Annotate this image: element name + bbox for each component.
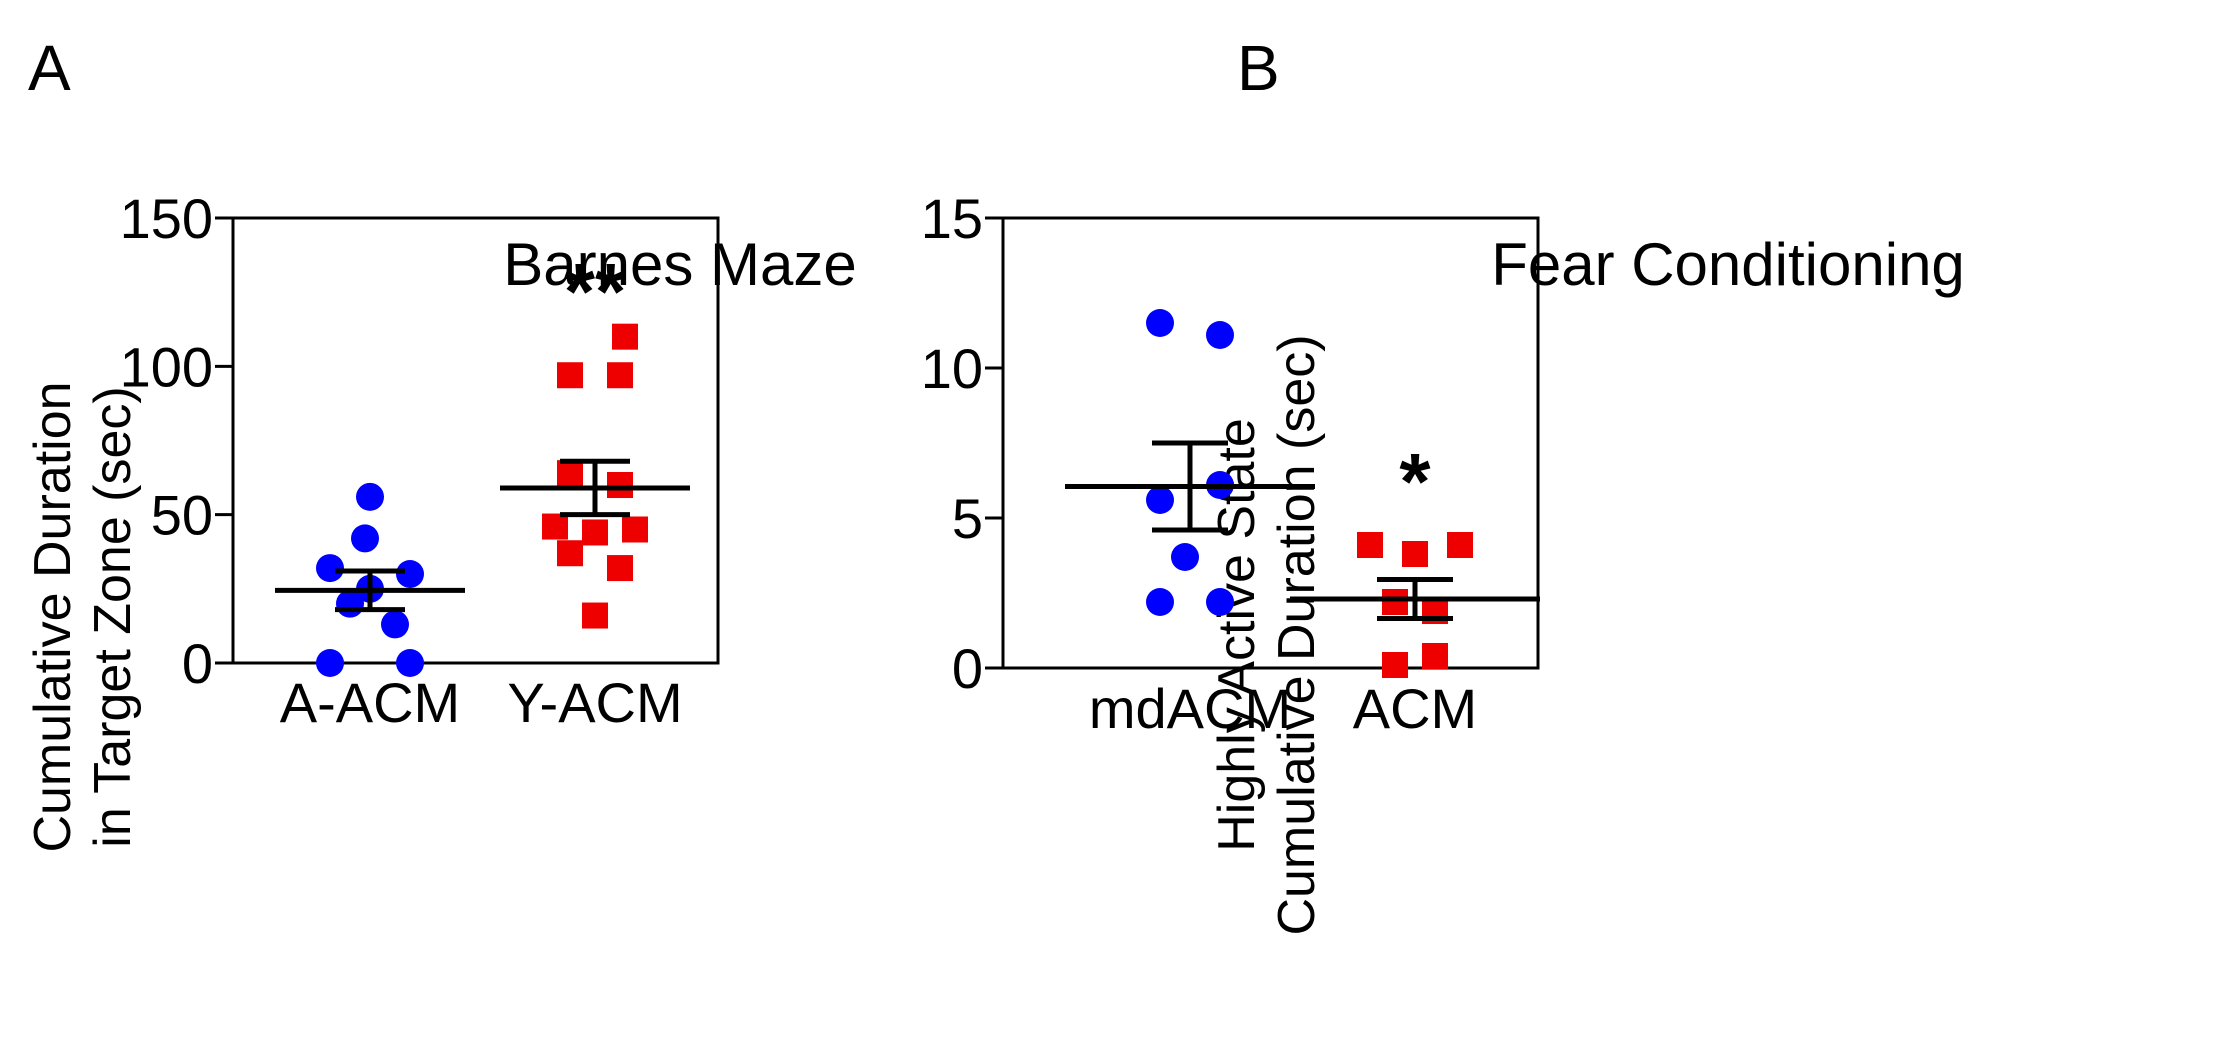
x-tick-label: mdACM [1089, 677, 1291, 740]
chart-fear-conditioning: Fear Conditioning Highly Active State Cu… [921, 187, 1965, 936]
chart-barnes-maze: Barnes Maze Cumulative Duration in Targe… [24, 187, 857, 853]
data-point-a-acm [336, 589, 364, 618]
data-point-a-acm [396, 649, 424, 677]
data-point-y-acm [542, 513, 568, 540]
y-tick-label: 100 [120, 335, 213, 398]
data-point-mdacm [1146, 486, 1174, 514]
data-point-a-acm [381, 610, 409, 639]
data-point-mdacm [1206, 588, 1234, 616]
data-point-y-acm [582, 602, 608, 629]
y-tick-label: 50 [151, 484, 213, 547]
panel-letter-b: B [1237, 32, 1280, 104]
panel-letter-a: A [28, 32, 71, 104]
data-point-a-acm [351, 524, 379, 553]
data-point-y-acm [607, 362, 633, 389]
x-tick-label: ACM [1353, 677, 1477, 740]
y-tick-label: 150 [120, 187, 213, 250]
chart-title: Barnes Maze [503, 231, 857, 298]
x-tick-label: Y-ACM [507, 671, 682, 734]
data-point-acm [1422, 643, 1448, 669]
y-axis-label-line-2: in Target Zone (sec) [84, 386, 142, 847]
data-point-a-acm [316, 554, 344, 583]
data-point-y-acm [557, 540, 583, 567]
y-axis-label-line-1: Cumulative Duration [24, 381, 82, 852]
x-tick-label: A-ACM [280, 671, 460, 734]
data-point-y-acm [612, 323, 638, 350]
significance-marker: ** [564, 247, 627, 336]
plot-frame [1001, 216, 1540, 670]
data-point-mdacm [1146, 588, 1174, 616]
data-point-acm [1447, 532, 1473, 558]
chart-title: Fear Conditioning [1491, 231, 1965, 298]
data-point-acm [1382, 652, 1408, 678]
data-point-mdacm [1171, 543, 1199, 571]
data-point-acm [1357, 532, 1383, 558]
y-tick-label: 15 [921, 187, 983, 250]
data-point-y-acm [607, 472, 633, 498]
data-point-y-acm [582, 519, 608, 546]
data-point-y-acm [607, 555, 633, 582]
data-point-y-acm [557, 362, 583, 389]
significance-marker: * [1399, 437, 1431, 526]
y-tick-label: 10 [921, 337, 983, 400]
data-point-acm [1402, 541, 1428, 567]
data-point-a-acm [316, 649, 344, 677]
data-point-acm [1382, 589, 1408, 615]
y-tick-label: 5 [952, 487, 983, 550]
data-point-a-acm [356, 482, 384, 511]
data-point-y-acm [557, 460, 583, 487]
data-point-mdacm [1146, 309, 1174, 337]
y-tick-label: 0 [182, 632, 213, 695]
data-point-mdacm [1206, 321, 1234, 349]
y-axis-label-line-2: Cumulative Duration (sec) [1268, 334, 1326, 935]
data-point-a-acm [396, 560, 424, 588]
data-point-y-acm [622, 516, 648, 543]
y-tick-label: 0 [952, 637, 983, 700]
plot-frame [231, 216, 720, 665]
